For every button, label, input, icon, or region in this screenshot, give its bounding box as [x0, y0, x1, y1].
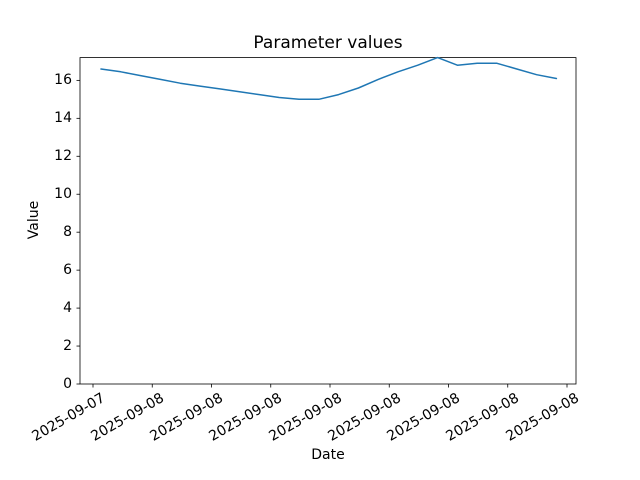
y-tick-label: 8 [63, 223, 72, 240]
chart-title: Parameter values [253, 33, 403, 53]
x-axis-label: Date [311, 447, 345, 463]
axes-frame [79, 57, 577, 385]
y-tick-label: 14 [54, 109, 72, 126]
y-tick-label: 10 [54, 185, 72, 202]
y-tick-label: 16 [54, 71, 72, 88]
y-tick-label: 12 [54, 147, 72, 164]
y-tick-label: 6 [63, 261, 72, 278]
y-tick-label: 2 [63, 337, 72, 354]
data-line [100, 56, 558, 101]
y-tick-label: 4 [63, 299, 72, 316]
y-tick-label: 0 [63, 375, 72, 392]
